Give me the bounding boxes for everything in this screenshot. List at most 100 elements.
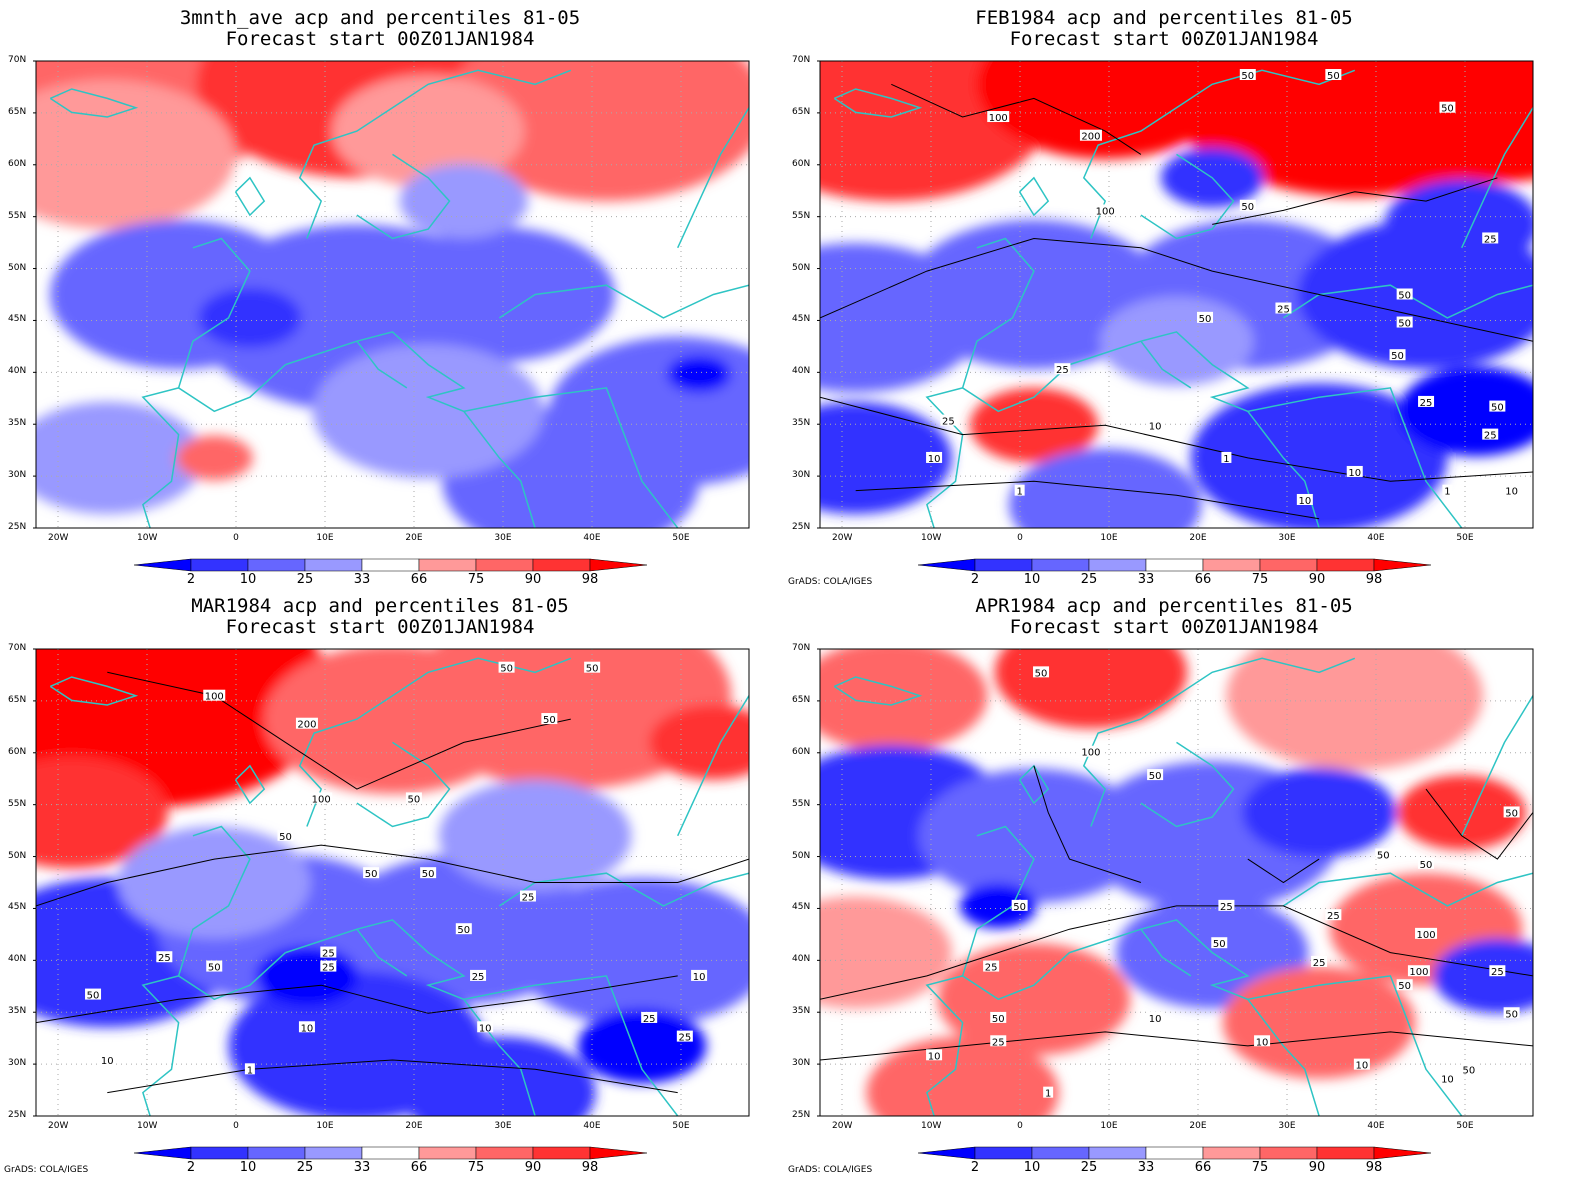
percentile-region — [1222, 966, 1416, 1079]
coastline — [1461, 695, 1533, 837]
colorbar-label: 2 — [186, 1160, 196, 1175]
coastline — [141, 387, 180, 528]
colorbar-swatch — [475, 558, 534, 572]
colorbar-swatch — [247, 558, 306, 572]
longitude-label: 40E — [583, 1121, 601, 1131]
map-frame — [819, 60, 1534, 529]
colorbar-label: 10 — [239, 1160, 257, 1175]
contour-label: 50 — [1211, 937, 1228, 950]
coastline — [356, 741, 451, 828]
panel-title-line2: Forecast start 00Z01JAN1984 — [225, 616, 535, 638]
longitude-label: 10W — [137, 1121, 158, 1131]
contour-label: 50 — [1396, 979, 1413, 992]
contour-label: 50 — [1439, 101, 1456, 115]
svg-text:50: 50 — [365, 869, 378, 880]
contour-label: 50 — [1460, 1063, 1477, 1076]
latitude-label: 30N — [792, 470, 811, 481]
svg-text:10: 10 — [479, 1023, 492, 1034]
colorbar-label: 2 — [970, 1160, 980, 1175]
svg-text:10: 10 — [1256, 1037, 1269, 1048]
contour-label: 100 — [1415, 927, 1438, 941]
contour-label: 1 — [1014, 484, 1025, 498]
coastline — [833, 88, 923, 118]
contour-label: 50 — [405, 792, 422, 805]
svg-text:10: 10 — [928, 454, 941, 465]
contour-label: 50 — [1197, 311, 1214, 325]
longitude-label: 10E — [1100, 1121, 1118, 1131]
contour-line — [855, 480, 1320, 520]
contour-label: 25 — [1489, 965, 1506, 978]
svg-text:100: 100 — [1417, 930, 1436, 941]
coastline — [285, 919, 679, 1116]
colorbar-swatch — [1088, 558, 1147, 572]
svg-text:1: 1 — [1444, 487, 1450, 498]
latitude-label: 35N — [8, 418, 27, 429]
percentile-region — [117, 826, 311, 939]
contour-line — [820, 396, 1533, 482]
colorbar-arrow-low — [917, 558, 976, 572]
colorbar-swatch — [1259, 1146, 1318, 1160]
coastline — [356, 340, 408, 389]
contour-label: 10 — [477, 1021, 494, 1034]
contour-line — [820, 1031, 1533, 1061]
contour-label: 10 — [1147, 1011, 1164, 1025]
contour-label: 50 — [1239, 69, 1256, 82]
coastline — [1461, 107, 1533, 249]
coastline — [463, 410, 536, 528]
longitude-label: 20W — [832, 1121, 853, 1131]
latitude-label: 40N — [8, 954, 27, 965]
colorbar-swatch — [418, 558, 477, 572]
grads-credit: GrADS: COLA/IGES — [788, 577, 873, 587]
longitude-label: 10W — [921, 1121, 942, 1131]
svg-text:25: 25 — [322, 949, 335, 960]
longitude-label: 10W — [921, 533, 942, 543]
svg-text:100: 100 — [1409, 967, 1428, 978]
svg-text:25: 25 — [942, 417, 955, 428]
contour-label: 25 — [470, 969, 487, 983]
colorbar-label: 66 — [1194, 572, 1212, 587]
coastline — [234, 764, 266, 805]
latitude-label: 35N — [792, 418, 811, 429]
map-canvas: 100 200 50 50 50 50 100 50 25 25 50 50 50 25 25 10 10 1 1 2… — [817, 60, 1534, 529]
map-frame — [819, 648, 1534, 1117]
contour-label: 200 — [1079, 129, 1102, 143]
contour-label: 50 — [455, 923, 472, 936]
colorbar-swatch — [974, 1146, 1033, 1160]
contour-line — [36, 844, 749, 907]
map-frame — [35, 60, 750, 529]
latitude-label: 35N — [792, 1006, 811, 1017]
panel-title-line1: MAR1984 acp and percentiles 81-05 — [191, 595, 569, 617]
percentile-region — [820, 401, 952, 514]
svg-text:50: 50 — [1398, 981, 1411, 992]
contour-label: 1 — [1442, 484, 1453, 498]
svg-text:200: 200 — [297, 720, 316, 731]
coastline — [1018, 176, 1050, 217]
latitude-label: 45N — [792, 314, 811, 325]
colorbar-swatch — [1145, 558, 1204, 572]
contour-label: 50 — [541, 713, 558, 726]
colorbar-swatch — [304, 1146, 363, 1160]
contour-label: 50 — [1033, 666, 1050, 679]
svg-text:50: 50 — [279, 832, 292, 843]
colorbar-arrow-high — [589, 558, 648, 572]
longitude-label: 10E — [316, 533, 334, 543]
contour-label: 25 — [641, 1011, 658, 1025]
coastline — [1082, 69, 1356, 239]
svg-text:50: 50 — [208, 963, 221, 974]
colorbar-swatch — [1202, 558, 1261, 572]
svg-text:50: 50 — [1149, 771, 1162, 782]
colorbar-label: 2 — [186, 572, 196, 587]
contour-label: 25 — [320, 960, 337, 974]
contour-label: 25 — [940, 414, 957, 428]
svg-text:50: 50 — [500, 664, 513, 675]
coastline — [1140, 928, 1192, 977]
contour-label: 50 — [1396, 288, 1413, 302]
colorbar-swatch — [974, 558, 1033, 572]
colorbar-arrow-low — [917, 1146, 976, 1160]
percentile-region — [1398, 366, 1533, 457]
svg-text:50: 50 — [1241, 202, 1254, 213]
svg-text:10: 10 — [1356, 1061, 1369, 1072]
contour-label: 50 — [1503, 806, 1520, 819]
longitude-label: 20E — [1189, 533, 1207, 543]
latitude-label: 30N — [8, 1058, 27, 1069]
